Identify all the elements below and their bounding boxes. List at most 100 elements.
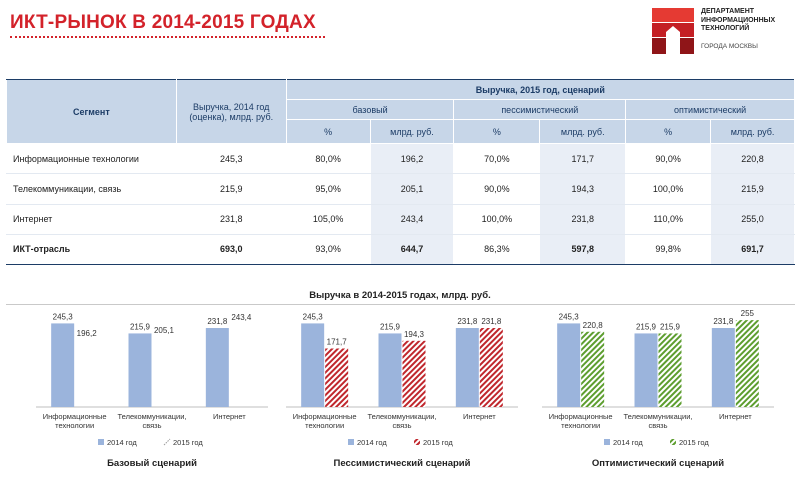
- cell-pess-val: 194,3: [539, 173, 627, 205]
- category-label: Телекоммуникации,: [117, 412, 186, 421]
- bar-2014: [205, 328, 229, 407]
- data-label: 245,3: [53, 312, 74, 321]
- cell-base-val: 243,4: [369, 204, 455, 235]
- page-title: ИКТ-РЫНОК В 2014-2015 ГОДАХ: [10, 12, 316, 33]
- logo-subtitle: ГОРОДА МОСКВЫ: [701, 43, 758, 50]
- cell-pess-pct: 100,0%: [453, 204, 541, 235]
- bar-2014: [51, 323, 75, 407]
- cell-base-val: 644,7: [369, 234, 455, 266]
- data-label: 215,9: [636, 322, 657, 331]
- legend-swatch-2014: [604, 439, 610, 445]
- bar-2015: [581, 331, 605, 407]
- cell-opt-pct: 90,0%: [625, 143, 712, 175]
- cell-opt-val: 255,0: [710, 204, 795, 235]
- cell-pess-pct: 86,3%: [453, 234, 541, 266]
- row-name: Интернет: [6, 204, 177, 235]
- table-row: Информационные технологии 245,3 80,0% 19…: [6, 143, 795, 175]
- bar-2015: [658, 333, 682, 407]
- row-name: Телекоммуникации, связь: [6, 173, 177, 205]
- category-label: Информационные: [549, 412, 613, 421]
- charts-separator: [6, 304, 795, 305]
- cell-pess-val: 231,8: [539, 204, 627, 235]
- data-label: 231,8: [207, 317, 228, 326]
- header-scenario-optimistic: оптимистический: [625, 99, 795, 120]
- data-label: 215,9: [130, 322, 151, 331]
- header-scenario-pessimistic: пессимистический: [453, 99, 627, 120]
- table-row: Телекоммуникации, связь 215,9 95,0% 205,…: [6, 173, 795, 205]
- logo-line: ТЕХНОЛОГИЙ: [701, 25, 750, 32]
- category-label: технологии: [55, 421, 94, 430]
- category-label: Интернет: [463, 412, 496, 421]
- cell-opt-val: 691,7: [710, 234, 795, 266]
- legend-swatch-2015: [414, 439, 420, 445]
- category-label: Телекоммуникации,: [367, 412, 436, 421]
- cell-opt-pct: 99,8%: [625, 234, 712, 266]
- bar-2015: [325, 348, 349, 407]
- cell-base-val: 196,2: [369, 143, 455, 175]
- cell-base-pct: 95,0%: [285, 173, 371, 205]
- cell-2014: 231,8: [175, 204, 287, 235]
- cell-pess-val: 597,8: [539, 234, 627, 266]
- header-segment: Сегмент: [6, 79, 177, 144]
- row-name: ИКТ-отрасль: [6, 234, 177, 266]
- bar-2015: [735, 320, 759, 407]
- revenue-table: Сегмент Выручка, 2014 год (оценка), млрд…: [6, 79, 796, 266]
- cell-pess-pct: 90,0%: [453, 173, 541, 205]
- cell-base-val: 205,1: [369, 173, 455, 205]
- row-name: Информационные технологии: [6, 143, 177, 175]
- legend-label: 2015 год: [173, 438, 203, 447]
- header-pct: %: [625, 119, 712, 144]
- header-pct: %: [285, 119, 371, 144]
- header-pct: %: [453, 119, 541, 144]
- bar-2015: [479, 328, 503, 407]
- department-logo: [652, 8, 694, 54]
- data-label: 215,9: [380, 322, 401, 331]
- data-label: 245,3: [303, 312, 324, 321]
- data-label: 220,8: [583, 321, 604, 330]
- category-label: Интернет: [719, 412, 752, 421]
- bar-2014: [378, 333, 402, 407]
- bar-2014: [634, 333, 658, 407]
- title-underline: [10, 36, 325, 38]
- cell-opt-val: 215,9: [710, 173, 795, 205]
- cell-opt-pct: 100,0%: [625, 173, 712, 205]
- cell-base-pct: 80,0%: [285, 143, 371, 175]
- category-label: Информационные: [43, 412, 107, 421]
- chart-caption: Оптимистический сценарий: [591, 458, 725, 469]
- data-label: 196,2: [77, 329, 98, 338]
- legend-swatch-2014: [98, 439, 104, 445]
- data-label: 231,8: [713, 317, 734, 326]
- bar-2014: [557, 323, 581, 407]
- cell-2014: 215,9: [175, 173, 287, 205]
- logo-line: ДЕПАРТАМЕНТ: [701, 8, 755, 15]
- header-revenue-2015: Выручка, 2015 год, сценарий: [285, 79, 796, 100]
- bar-2015: [402, 340, 426, 407]
- legend-swatch-2015: [670, 439, 676, 445]
- category-label: связь: [648, 421, 667, 430]
- legend-swatch-2015: [163, 438, 171, 446]
- data-label: 231,8: [481, 317, 502, 326]
- bar-2014: [301, 323, 325, 407]
- legend-label: 2015 год: [679, 438, 709, 447]
- bar-2014: [711, 328, 735, 407]
- data-label: 231,8: [457, 317, 478, 326]
- chart-caption: Пессимистический сценарий: [333, 458, 471, 469]
- data-label: 205,1: [154, 326, 175, 335]
- category-label: Интернет: [213, 412, 246, 421]
- table-row: Интернет 231,8 105,0% 243,4 100,0% 231,8…: [6, 204, 795, 235]
- legend-label: 2014 год: [107, 438, 137, 447]
- data-label: 245,3: [559, 312, 580, 321]
- category-label: связь: [392, 421, 411, 430]
- table-row-total: ИКТ-отрасль 693,0 93,0% 644,7 86,3% 597,…: [6, 234, 795, 266]
- category-label: технологии: [305, 421, 344, 430]
- legend-label: 2015 год: [423, 438, 453, 447]
- cell-base-pct: 93,0%: [285, 234, 371, 266]
- bar-2014: [455, 328, 479, 407]
- cell-2014: 693,0: [175, 234, 287, 266]
- data-label: 171,7: [327, 337, 348, 346]
- category-label: Телекоммуникации,: [623, 412, 692, 421]
- header-bln: млрд. руб.: [539, 119, 627, 144]
- cell-base-pct: 105,0%: [285, 204, 371, 235]
- cell-pess-val: 171,7: [539, 143, 627, 175]
